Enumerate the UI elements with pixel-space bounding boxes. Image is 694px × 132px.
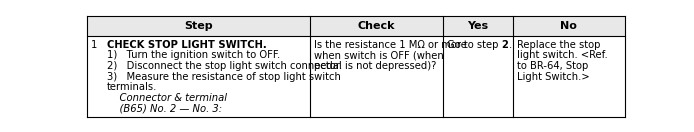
Text: (B65) No. 2 — No. 3:: (B65) No. 2 — No. 3: <box>107 104 222 114</box>
Text: Step: Step <box>184 21 212 31</box>
Text: Go to step: Go to step <box>447 40 502 50</box>
Text: No: No <box>560 21 577 31</box>
Text: 2)   Disconnect the stop light switch connector.: 2) Disconnect the stop light switch conn… <box>107 61 342 71</box>
Text: Yes: Yes <box>467 21 489 31</box>
Text: Is the resistance 1 MΩ or more: Is the resistance 1 MΩ or more <box>314 40 467 50</box>
Text: light switch. <Ref.: light switch. <Ref. <box>517 50 608 60</box>
Text: to BR-64, Stop: to BR-64, Stop <box>517 61 589 71</box>
Text: when switch is OFF (when: when switch is OFF (when <box>314 50 444 60</box>
Text: .: . <box>509 40 511 50</box>
Text: Connector & terminal: Connector & terminal <box>107 93 227 103</box>
Text: 1: 1 <box>91 40 97 50</box>
Text: CHECK STOP LIGHT SWITCH.: CHECK STOP LIGHT SWITCH. <box>107 40 267 50</box>
Text: Check: Check <box>357 21 395 31</box>
Text: pedal is not depressed)?: pedal is not depressed)? <box>314 61 437 71</box>
Text: Replace the stop: Replace the stop <box>517 40 600 50</box>
Text: Light Switch.>: Light Switch.> <box>517 72 590 82</box>
Text: 1)   Turn the ignition switch to OFF.: 1) Turn the ignition switch to OFF. <box>107 50 280 60</box>
Text: terminals.: terminals. <box>107 82 158 92</box>
Text: 2: 2 <box>502 40 509 50</box>
Bar <box>87 16 625 36</box>
Text: 3)   Measure the resistance of stop light switch: 3) Measure the resistance of stop light … <box>107 72 341 82</box>
